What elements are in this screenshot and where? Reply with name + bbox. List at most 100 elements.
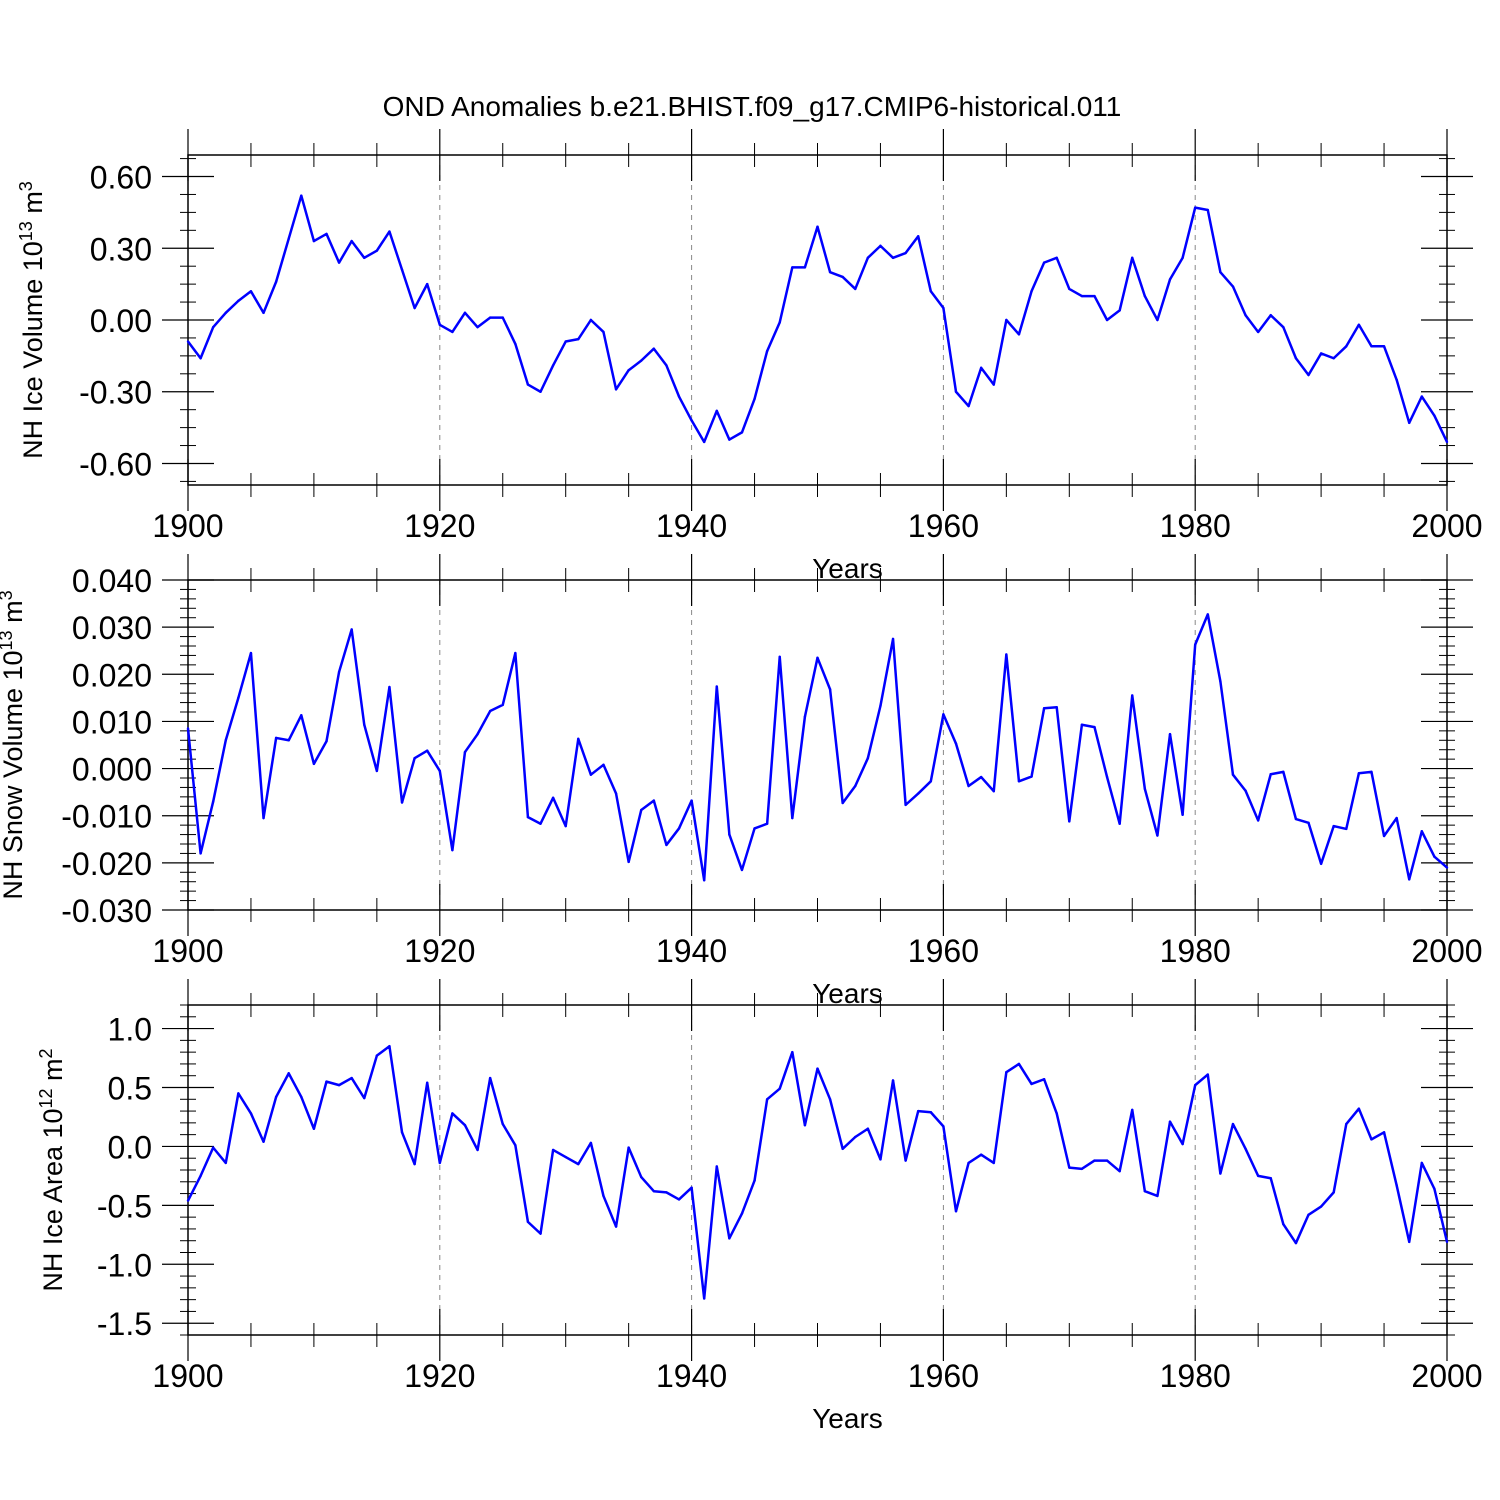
data-point xyxy=(224,1161,227,1165)
data-point xyxy=(1005,653,1008,656)
data-point xyxy=(488,709,492,713)
data-point xyxy=(1408,1240,1411,1244)
data-point xyxy=(526,1220,530,1224)
data-point xyxy=(866,256,870,260)
data-point xyxy=(690,799,693,802)
data-point xyxy=(791,1050,794,1054)
data-point xyxy=(438,769,441,773)
data-point xyxy=(476,732,479,736)
data-point xyxy=(652,799,656,802)
data-point xyxy=(350,1076,353,1080)
data-point xyxy=(1080,1167,1084,1171)
data-point xyxy=(400,1131,404,1134)
data-point xyxy=(728,1237,731,1240)
data-point xyxy=(1206,613,1209,616)
data-point xyxy=(665,364,668,367)
data-point xyxy=(979,366,983,370)
data-point xyxy=(388,685,391,689)
data-point xyxy=(1345,827,1348,831)
data-point xyxy=(501,1122,504,1126)
data-point xyxy=(1244,1147,1247,1150)
data-point xyxy=(1131,256,1134,260)
data-point xyxy=(1017,780,1021,783)
data-point xyxy=(967,404,970,408)
data-point xyxy=(1118,309,1121,312)
x-axis-label: Years xyxy=(812,978,883,1009)
data-point xyxy=(426,749,429,752)
data-point xyxy=(942,713,945,716)
data-point xyxy=(186,727,190,730)
data-point xyxy=(249,1112,253,1115)
data-point xyxy=(979,1153,983,1156)
data-point xyxy=(778,321,781,324)
data-point xyxy=(954,1210,958,1213)
y-tick-label: 1.0 xyxy=(108,1012,152,1048)
data-point xyxy=(388,1045,391,1048)
data-point xyxy=(1357,772,1361,775)
y-tick-label: 0.60 xyxy=(90,160,152,196)
data-point xyxy=(350,628,353,631)
data-point xyxy=(828,270,832,274)
data-point xyxy=(728,833,731,836)
data-point xyxy=(1068,1166,1071,1169)
data-point xyxy=(778,1087,781,1090)
data-point xyxy=(1219,270,1222,274)
data-point xyxy=(589,318,593,322)
data-point xyxy=(1269,314,1272,317)
data-point xyxy=(765,1098,769,1101)
data-point xyxy=(325,740,328,743)
data-point xyxy=(1395,816,1398,820)
data-point xyxy=(1244,789,1247,792)
data-point xyxy=(1093,1159,1096,1162)
data-point xyxy=(828,688,832,691)
y-tick-label: -1.5 xyxy=(97,1306,152,1342)
data-point xyxy=(866,757,870,760)
data-point xyxy=(1269,1177,1272,1180)
x-tick-label: 1920 xyxy=(404,508,475,544)
data-point xyxy=(904,803,907,807)
data-point xyxy=(224,311,227,315)
data-point xyxy=(627,369,630,372)
data-point xyxy=(677,827,681,830)
data-point xyxy=(1420,1161,1424,1165)
chart-title: OND Anomalies b.e21.BHIST.f09_g17.CMIP6-… xyxy=(383,91,1122,122)
data-point xyxy=(501,703,504,707)
data-point xyxy=(501,316,504,319)
data-point xyxy=(753,1179,756,1182)
data-point xyxy=(778,655,781,659)
data-point xyxy=(1055,256,1058,260)
data-point xyxy=(1382,1131,1386,1134)
data-point xyxy=(715,1165,718,1168)
data-point xyxy=(690,1186,693,1189)
data-point xyxy=(992,383,995,386)
y-tick-label: 0.30 xyxy=(90,231,152,267)
data-point xyxy=(1181,256,1184,260)
data-point xyxy=(1345,345,1348,348)
y-tick-label: 0.5 xyxy=(108,1071,152,1107)
data-point xyxy=(237,1092,240,1095)
data-point xyxy=(1030,290,1033,293)
data-point xyxy=(1382,345,1386,348)
data-point xyxy=(337,1083,341,1087)
data-point xyxy=(1332,357,1335,360)
data-point xyxy=(413,1162,416,1166)
data-point xyxy=(1395,378,1398,381)
data-point xyxy=(702,879,706,882)
data-point xyxy=(677,395,681,398)
data-point xyxy=(1231,773,1235,776)
data-point xyxy=(1219,680,1222,683)
data-point xyxy=(1433,1187,1436,1191)
data-point xyxy=(400,268,404,271)
data-point xyxy=(1231,1122,1235,1126)
data-point xyxy=(186,340,190,343)
data-point xyxy=(1042,1078,1046,1081)
data-point xyxy=(917,235,920,238)
data-point xyxy=(1156,834,1159,837)
x-tick-label: 2000 xyxy=(1411,508,1482,544)
data-point xyxy=(841,275,844,279)
data-point xyxy=(1143,787,1147,791)
y-tick-label: -0.030 xyxy=(61,893,152,929)
data-point xyxy=(287,739,290,742)
data-point xyxy=(1055,706,1058,709)
